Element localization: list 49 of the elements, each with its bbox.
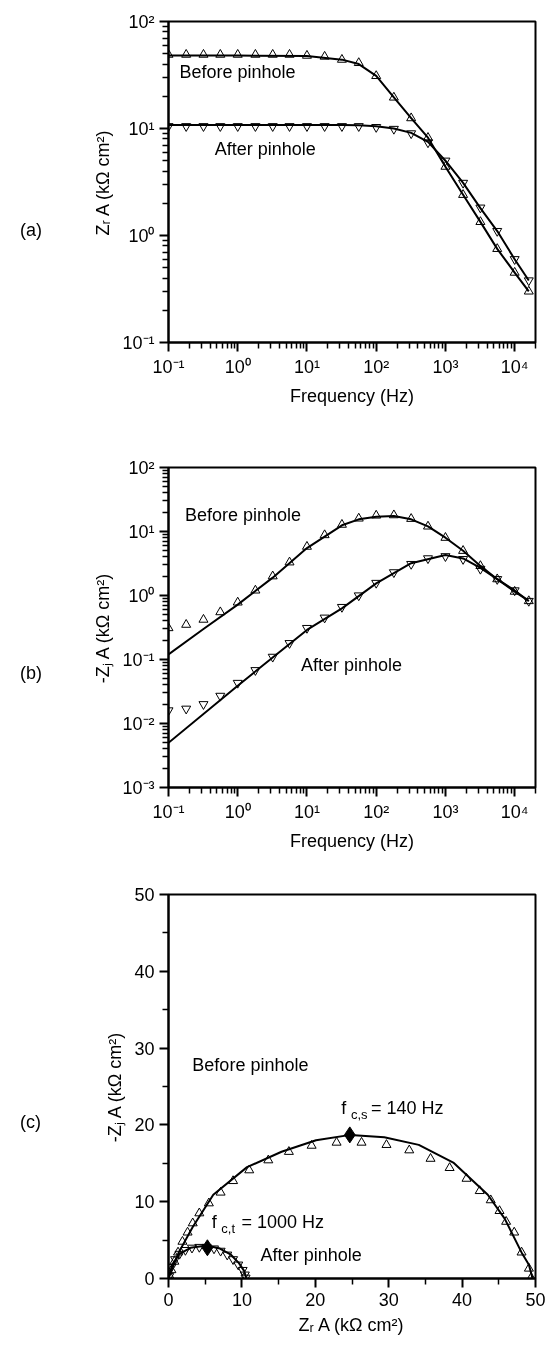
- y-axis-title: -Zⱼ A (kΩ cm²): [105, 1032, 127, 1143]
- x-tick-label: 10²: [363, 356, 390, 377]
- y-tick-label: 40: [134, 961, 155, 982]
- annotation: Before pinhole: [185, 504, 302, 525]
- y-axis-title: -Zⱼ A (kΩ cm²): [93, 573, 115, 684]
- x-tick-label: 10⁻¹: [152, 356, 185, 377]
- x-axis-title: Frequency (Hz): [289, 385, 415, 406]
- x-tick-label: 10¹: [293, 356, 320, 377]
- annotation: After pinhole: [214, 138, 316, 159]
- annotation: Before pinhole: [192, 1055, 309, 1076]
- x-tick-label: 10⁻¹: [152, 801, 185, 822]
- annotation: After pinhole: [260, 1245, 362, 1266]
- y-tick-label: 30: [134, 1038, 155, 1059]
- y-tick-label: 10⁻³: [122, 777, 155, 798]
- x-tick-label: 10¹: [293, 801, 320, 822]
- y-tick-label: 10⁰: [128, 585, 155, 606]
- y-tick-label: 0: [144, 1269, 155, 1289]
- x-tick-label: 40: [452, 1289, 473, 1310]
- y-axis-title: Zᵣ A (kΩ cm²): [93, 130, 114, 236]
- x-tick-label: 10⁴: [500, 356, 529, 377]
- y-tick-label: 10: [134, 1192, 155, 1213]
- x-tick-label: 10²: [363, 801, 390, 822]
- x-tick-label: 10⁴: [500, 801, 529, 822]
- x-tick-label: 30: [378, 1289, 399, 1310]
- y-tick-label: 10⁻²: [122, 713, 155, 734]
- x-tick-label: 50: [525, 1289, 546, 1310]
- text: (a): [20, 218, 42, 242]
- y-tick-label: 10¹: [128, 521, 155, 542]
- y-tick-label: 10⁻¹: [122, 332, 155, 353]
- y-tick-label: 10⁰: [128, 225, 155, 246]
- annotation: After pinhole: [300, 654, 403, 675]
- x-axis-title: Zᵣ A (kΩ cm²): [298, 1314, 404, 1335]
- x-tick-label: 10: [231, 1289, 252, 1310]
- text: (b): [20, 661, 42, 685]
- y-tick-label: 10¹: [128, 118, 155, 139]
- y-tick-label: 50: [134, 885, 155, 905]
- x-tick-label: 20: [305, 1289, 326, 1310]
- x-tick-label: 10³: [432, 801, 459, 822]
- x-tick-label: 10⁰: [224, 356, 251, 377]
- y-tick-label: 10²: [128, 457, 155, 478]
- y-tick-label: 10²: [128, 11, 155, 32]
- x-tick-label: 10³: [432, 356, 459, 377]
- text: (c): [20, 1111, 41, 1135]
- annotation: Before pinhole: [179, 61, 296, 82]
- x-tick-label: 0: [163, 1289, 174, 1310]
- x-axis-title: Frequency (Hz): [289, 830, 415, 851]
- y-tick-label: 20: [134, 1115, 155, 1136]
- y-tick-label: 10⁻¹: [122, 649, 155, 670]
- x-tick-label: 10⁰: [224, 801, 251, 822]
